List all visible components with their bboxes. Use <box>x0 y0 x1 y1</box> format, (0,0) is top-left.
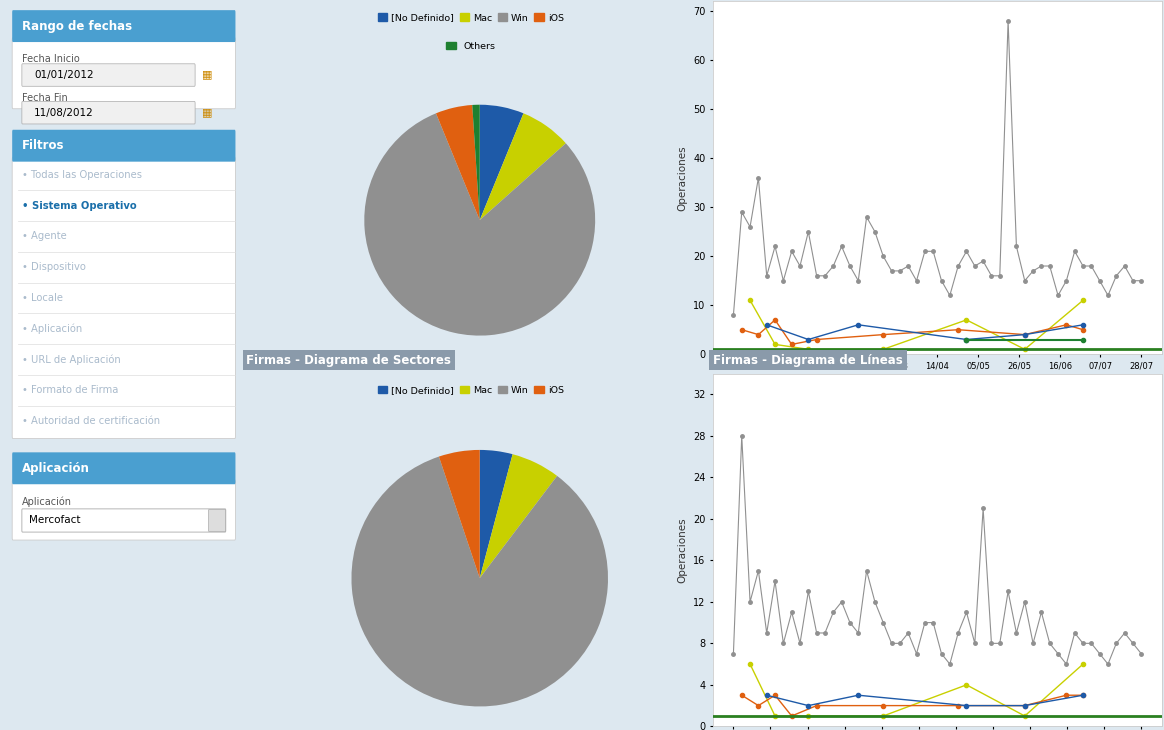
Text: Filtros: Filtros <box>22 139 65 153</box>
Text: • Dispositivo: • Dispositivo <box>22 262 86 272</box>
Text: Mercofact: Mercofact <box>29 515 81 526</box>
Text: Rango de fechas: Rango de fechas <box>22 20 133 33</box>
Text: • Autoridad de certificación: • Autoridad de certificación <box>22 416 161 426</box>
Text: Fecha Inicio: Fecha Inicio <box>22 55 80 64</box>
FancyBboxPatch shape <box>12 38 235 109</box>
Legend: Others: Others <box>442 38 499 55</box>
Text: • Aplicación: • Aplicación <box>22 323 83 334</box>
Text: ▼: ▼ <box>214 516 220 525</box>
FancyBboxPatch shape <box>12 480 235 540</box>
Text: ▦: ▦ <box>201 69 212 80</box>
Y-axis label: Operaciones: Operaciones <box>677 517 688 583</box>
Text: Aplicación: Aplicación <box>22 462 91 475</box>
X-axis label: Fecha: Fecha <box>921 377 953 386</box>
Legend: [No Definido], Mac, Win, iOS: [No Definido], Mac, Win, iOS <box>374 382 567 399</box>
Text: Aplicación: Aplicación <box>22 496 72 507</box>
Text: • Todas las Operaciones: • Todas las Operaciones <box>22 170 142 180</box>
FancyBboxPatch shape <box>208 510 226 531</box>
Text: • URL de Aplicación: • URL de Aplicación <box>22 354 121 365</box>
Text: • Locale: • Locale <box>22 293 63 303</box>
Text: • Agente: • Agente <box>22 231 68 242</box>
Text: 01/01/2012: 01/01/2012 <box>34 70 94 80</box>
Text: Firmas - Diagrama de Líneas: Firmas - Diagrama de Líneas <box>714 353 903 366</box>
Text: • Sistema Operativo: • Sistema Operativo <box>22 201 137 211</box>
FancyBboxPatch shape <box>12 10 235 42</box>
Text: Fecha Fin: Fecha Fin <box>22 93 68 103</box>
FancyBboxPatch shape <box>22 509 226 532</box>
FancyBboxPatch shape <box>22 64 196 86</box>
FancyBboxPatch shape <box>12 157 235 439</box>
FancyBboxPatch shape <box>22 101 196 124</box>
Text: ▦: ▦ <box>201 107 212 118</box>
Text: Firmas - Diagrama de Sectores: Firmas - Diagrama de Sectores <box>247 353 452 366</box>
FancyBboxPatch shape <box>12 130 235 161</box>
FancyBboxPatch shape <box>12 453 235 484</box>
Text: • Formato de Firma: • Formato de Firma <box>22 385 119 395</box>
Text: 11/08/2012: 11/08/2012 <box>34 108 94 118</box>
Y-axis label: Operaciones: Operaciones <box>677 145 688 211</box>
